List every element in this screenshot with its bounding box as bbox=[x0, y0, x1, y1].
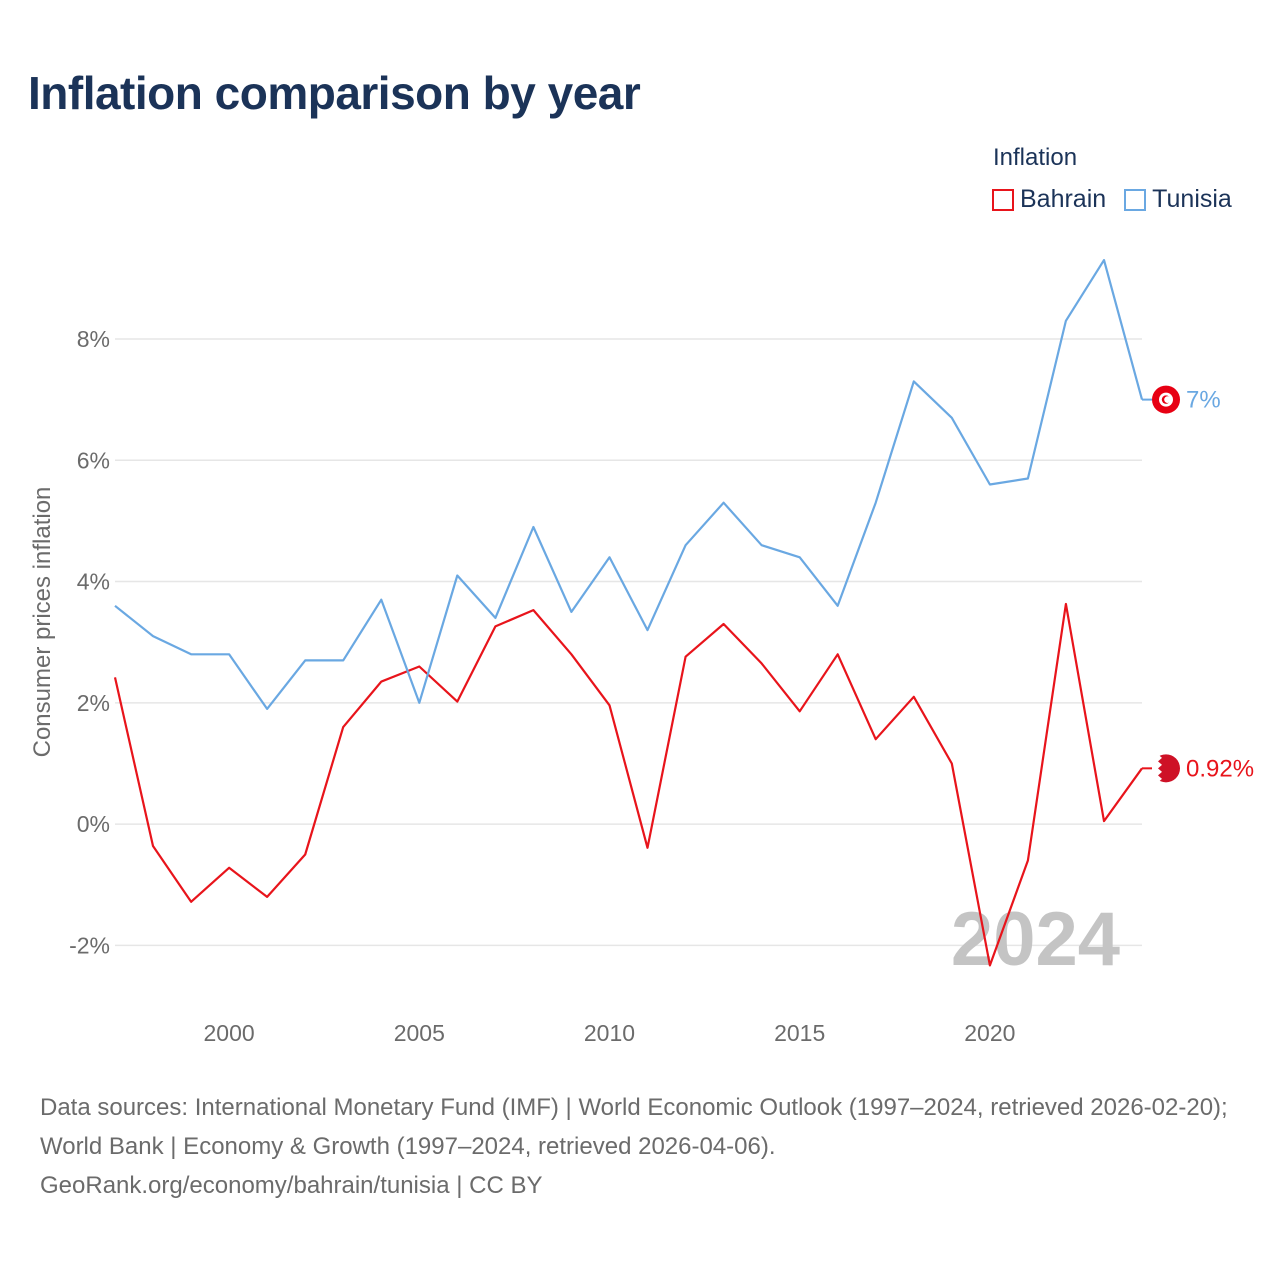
legend-title: Inflation bbox=[993, 144, 1078, 171]
watermark-year: 2024 bbox=[951, 897, 1120, 982]
legend: Bahrain Tunisia bbox=[992, 185, 1232, 214]
footer: Data sources: International Monetary Fun… bbox=[40, 1088, 1250, 1205]
legend-swatch-bahrain bbox=[992, 188, 1014, 211]
y-tick-label: 2% bbox=[77, 690, 110, 716]
series-line-tunisia bbox=[114, 259, 1144, 711]
series-line-bahrain bbox=[113, 602, 1143, 967]
legend-swatch-tunisia bbox=[1124, 188, 1147, 211]
legend-label-tunisia: Tunisia bbox=[1152, 185, 1232, 213]
y-axis-label: Consumer prices inflation bbox=[29, 487, 56, 758]
y-tick-label: 4% bbox=[77, 569, 110, 595]
y-tick-label: 6% bbox=[77, 447, 110, 473]
flag-bahrain-icon bbox=[1152, 754, 1180, 783]
x-tick-label: 2020 bbox=[964, 1020, 1015, 1046]
legend-item-tunisia[interactable]: Tunisia bbox=[1124, 185, 1232, 214]
end-label-bahrain: 0.92% bbox=[1186, 755, 1254, 782]
x-axis-ticks: 2000 2005 2010 2015 2020 bbox=[204, 1020, 1016, 1046]
y-tick-label: -2% bbox=[69, 932, 110, 958]
x-tick-label: 2000 bbox=[204, 1020, 255, 1046]
chart-title: Inflation comparison by year bbox=[28, 67, 641, 119]
end-markers: 0.92% 7% bbox=[1142, 385, 1254, 783]
legend-item-bahrain[interactable]: Bahrain bbox=[992, 185, 1106, 214]
flag-bahrain-serration bbox=[1152, 754, 1162, 783]
x-tick-label: 2005 bbox=[394, 1020, 445, 1046]
flag-tunisia-crescent-cut bbox=[1164, 396, 1171, 404]
series-lines bbox=[113, 259, 1144, 967]
line-chart: 2024 -2%0%2%4%6%8% 2000 2005 2010 2015 2020 … bbox=[29, 259, 1254, 1046]
credit-link[interactable]: GeoRank.org/economy/bahrain/tunisia | CC… bbox=[40, 1172, 543, 1199]
end-label-tunisia: 7% bbox=[1186, 387, 1221, 414]
data-sources: Data sources: International Monetary Fun… bbox=[40, 1094, 1228, 1160]
y-tick-label: 8% bbox=[77, 326, 110, 352]
y-tick-label: 0% bbox=[77, 811, 110, 837]
grid bbox=[115, 338, 1142, 947]
x-tick-label: 2015 bbox=[774, 1020, 825, 1046]
legend-label-bahrain: Bahrain bbox=[1020, 185, 1107, 213]
x-tick-label: 2010 bbox=[584, 1020, 635, 1046]
y-axis-ticks: -2% 0% 2% 4% 6% 8% bbox=[69, 326, 110, 958]
